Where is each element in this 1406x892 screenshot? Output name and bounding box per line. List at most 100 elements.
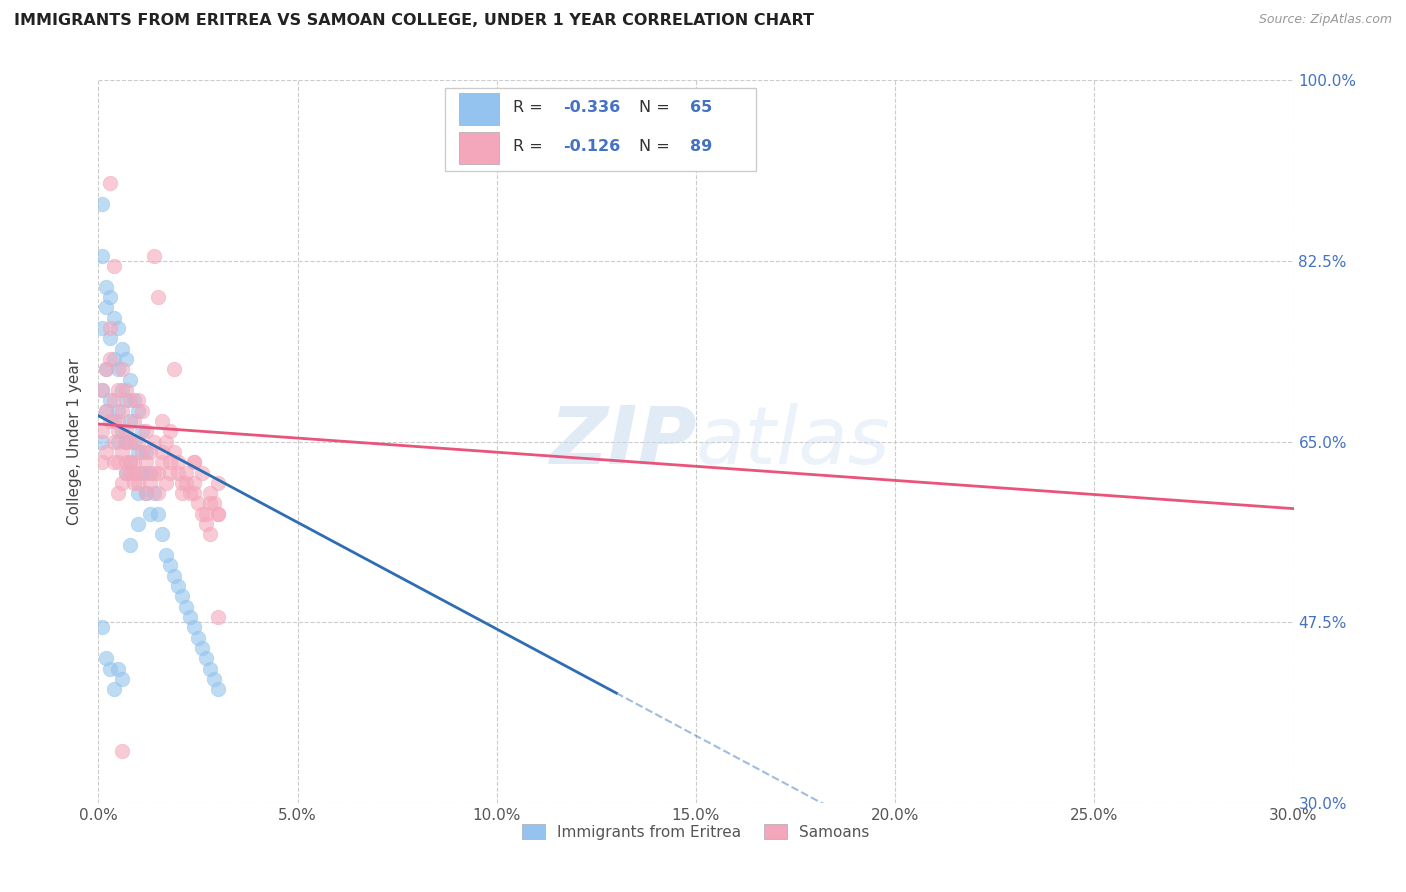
Point (103, 682, 125, 697)
Point (155, 475, 177, 490)
Point (163, 568, 186, 582)
Point (195, 517, 218, 532)
Point (98, 331, 122, 345)
Point (167, 455, 190, 469)
Point (124, 393, 146, 408)
Point (143, 249, 166, 263)
Point (98, 290, 122, 304)
Point (187, 496, 209, 510)
Text: -0.126: -0.126 (564, 139, 620, 153)
Point (207, 610, 229, 624)
Point (98, 414, 122, 428)
FancyBboxPatch shape (446, 87, 756, 170)
Point (183, 455, 205, 469)
Point (127, 403, 149, 417)
Point (183, 486, 205, 500)
Point (131, 445, 153, 459)
Text: Source: ZipAtlas.com: Source: ZipAtlas.com (1258, 13, 1392, 27)
Point (98, 662, 122, 676)
Point (107, 662, 129, 676)
Point (107, 403, 129, 417)
Point (103, 351, 125, 366)
Point (127, 486, 149, 500)
Point (174, 599, 197, 614)
Point (120, 538, 142, 552)
Point (174, 475, 197, 490)
Point (148, 507, 170, 521)
Point (127, 475, 149, 490)
Point (124, 475, 146, 490)
Point (179, 486, 201, 500)
Point (103, 259, 125, 273)
Point (195, 651, 218, 665)
Point (91, 434, 114, 449)
Point (163, 362, 186, 376)
Point (111, 672, 134, 686)
Point (96, 651, 118, 665)
Point (131, 466, 153, 480)
Point (124, 414, 146, 428)
Point (120, 414, 142, 428)
Point (111, 475, 134, 490)
Point (135, 455, 157, 469)
Point (135, 424, 157, 438)
Point (127, 393, 149, 408)
Point (207, 682, 229, 697)
Point (91, 383, 114, 397)
Point (150, 445, 173, 459)
Point (143, 434, 166, 449)
Point (179, 610, 201, 624)
Point (120, 393, 142, 408)
Point (155, 548, 177, 562)
Point (202, 672, 225, 686)
Point (98, 393, 122, 408)
Point (150, 455, 173, 469)
Point (107, 434, 129, 449)
Point (111, 744, 134, 758)
Point (107, 424, 129, 438)
Point (111, 383, 134, 397)
Point (207, 475, 229, 490)
Point (115, 351, 138, 366)
Point (183, 620, 205, 634)
Point (115, 466, 138, 480)
Point (202, 496, 225, 510)
Point (124, 455, 146, 469)
Point (107, 414, 129, 428)
Point (195, 507, 218, 521)
Point (150, 527, 173, 541)
Point (115, 455, 138, 469)
Point (198, 486, 221, 500)
Point (198, 496, 221, 510)
Point (191, 466, 214, 480)
Point (103, 455, 125, 469)
Point (115, 424, 138, 438)
Point (135, 466, 157, 480)
Point (143, 466, 166, 480)
Point (135, 486, 157, 500)
Point (159, 455, 181, 469)
Point (103, 434, 125, 449)
Point (198, 662, 221, 676)
Point (187, 631, 209, 645)
Point (167, 466, 190, 480)
Point (115, 434, 138, 449)
Y-axis label: College, Under 1 year: College, Under 1 year (67, 358, 83, 525)
Text: ZIP: ZIP (548, 402, 696, 481)
Point (159, 424, 181, 438)
Point (91, 424, 114, 438)
Point (98, 321, 122, 335)
Point (198, 527, 221, 541)
Point (91, 321, 114, 335)
Point (111, 342, 134, 356)
Point (135, 486, 157, 500)
Point (155, 434, 177, 449)
Point (91, 249, 114, 263)
Point (115, 466, 138, 480)
Point (111, 424, 134, 438)
Point (150, 414, 173, 428)
Point (159, 558, 181, 573)
Text: 89: 89 (690, 139, 713, 153)
Point (111, 445, 134, 459)
Text: R =: R = (513, 100, 548, 115)
